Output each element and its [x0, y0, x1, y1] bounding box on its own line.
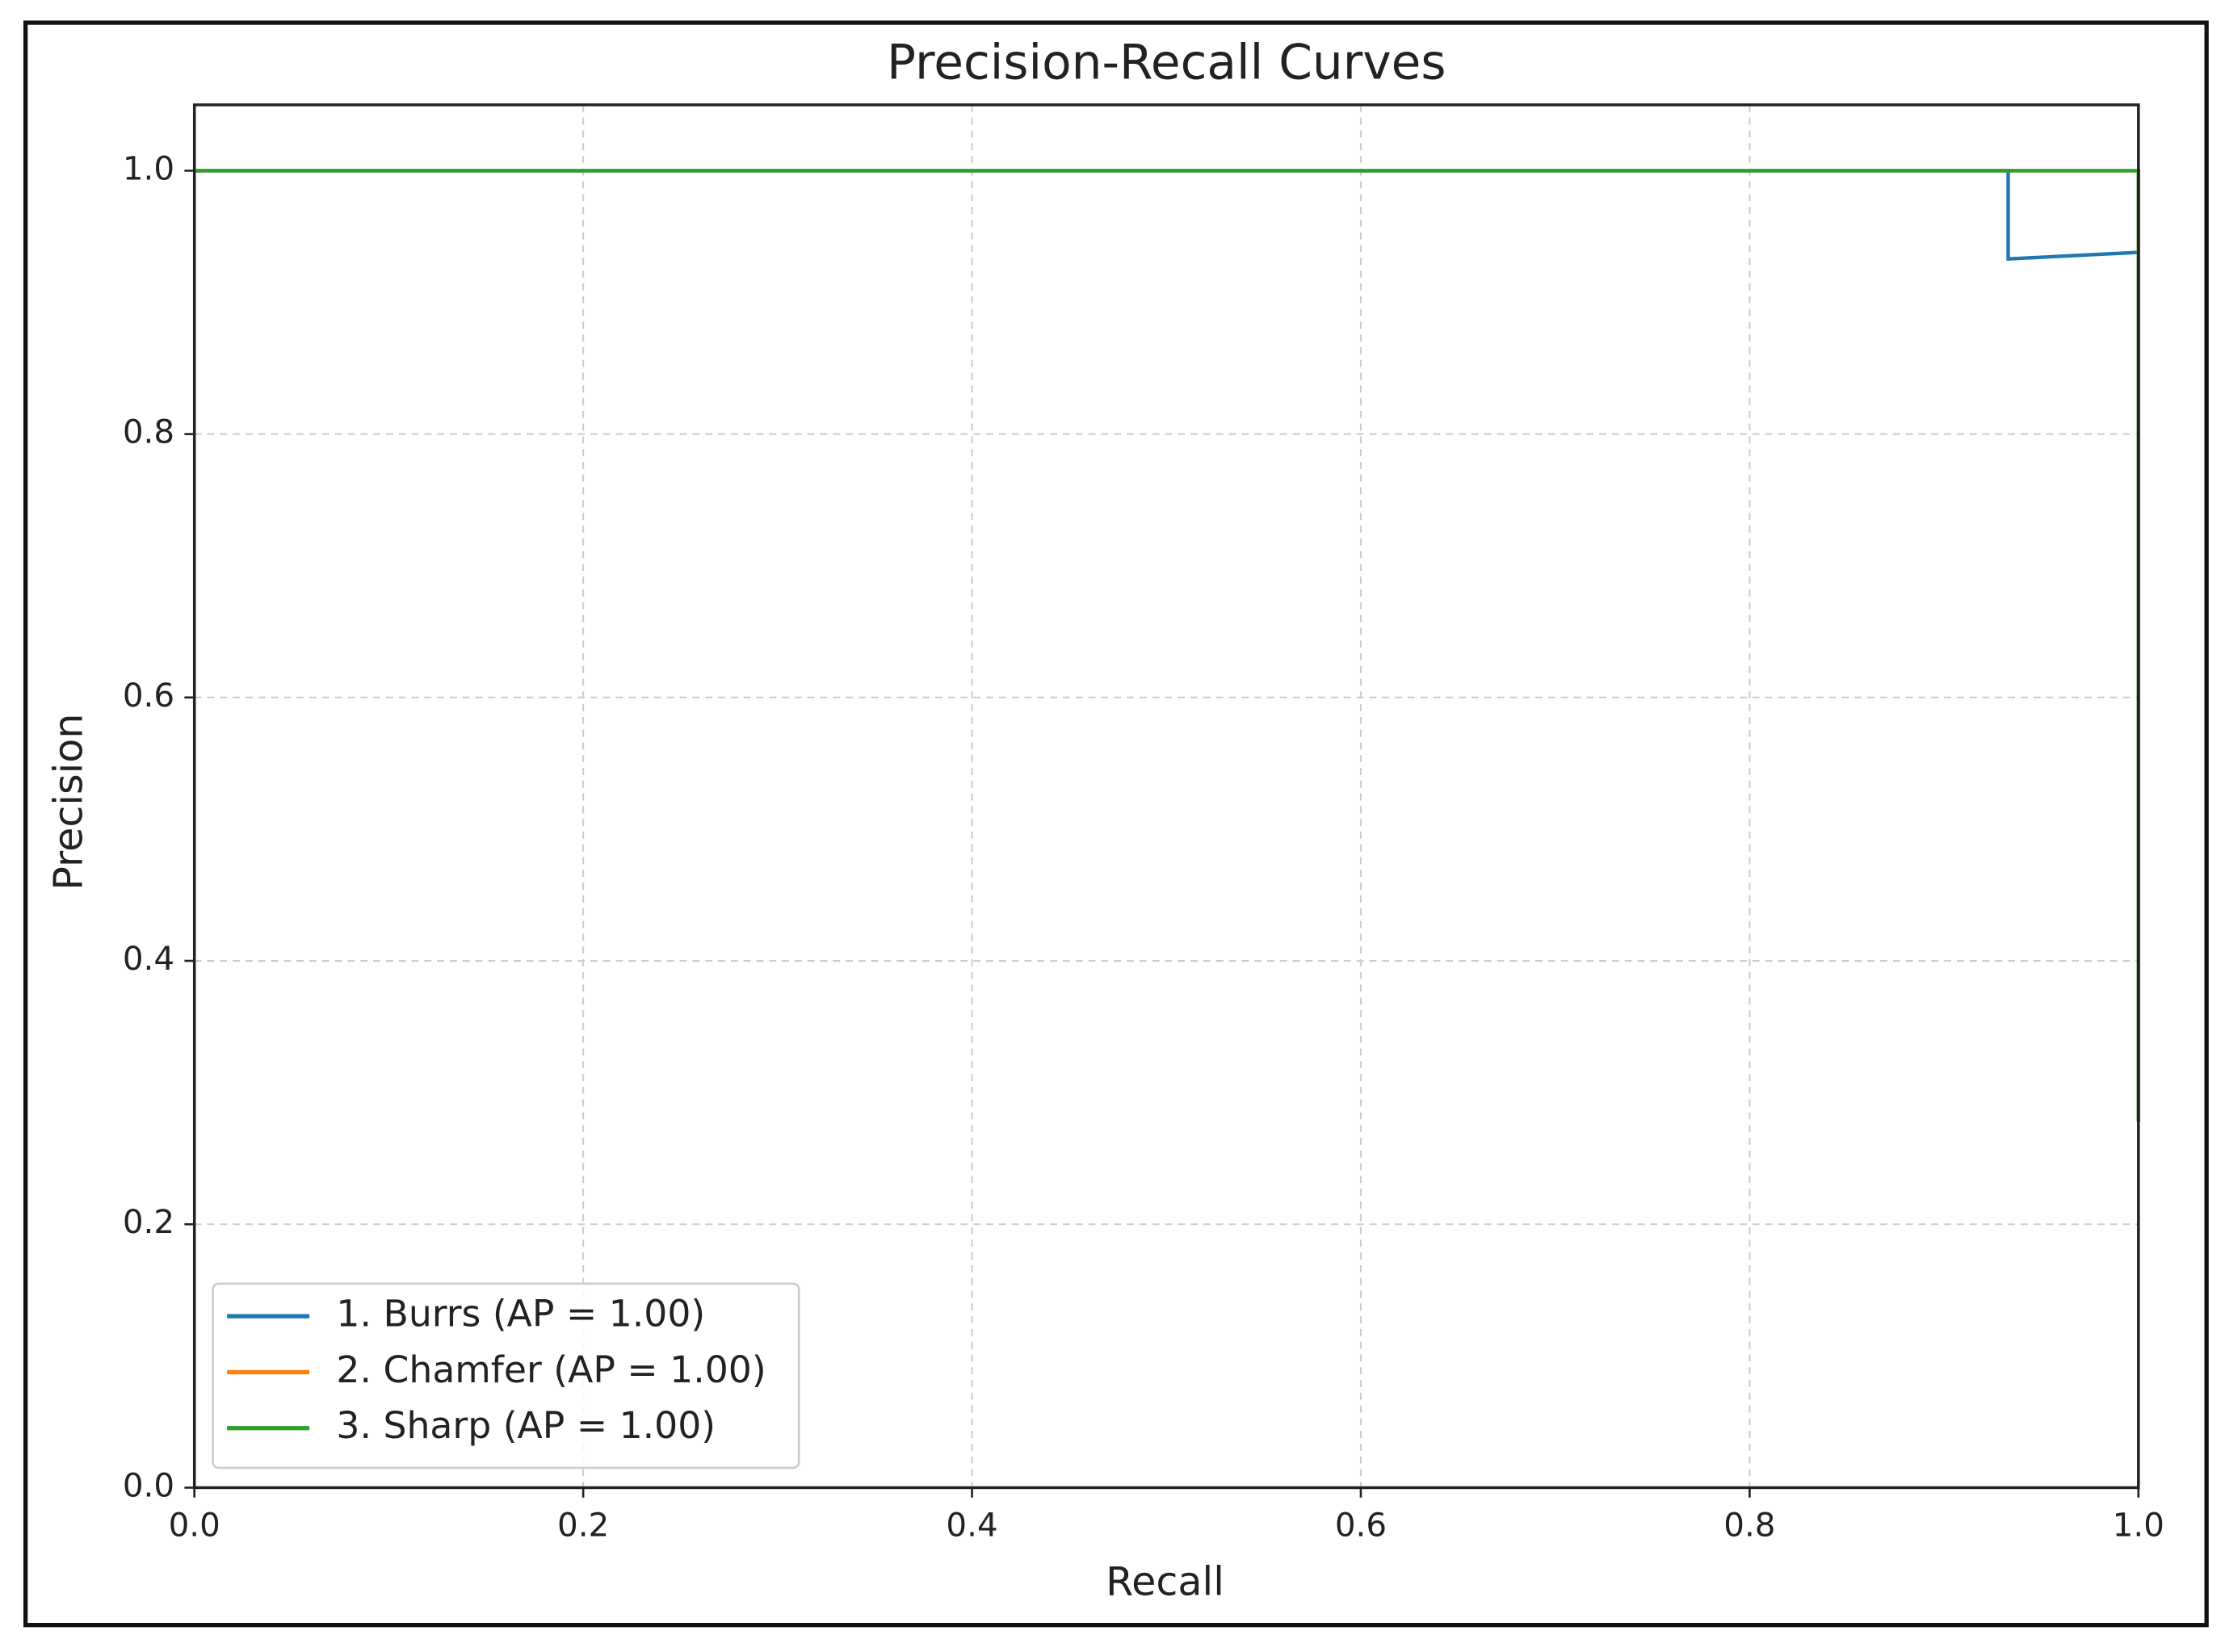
axes-frame [192, 103, 2140, 1490]
x-tick-label: 0.0 [169, 1507, 220, 1545]
x-tick-label: 0.6 [1335, 1507, 1387, 1545]
y-tick-label: 0.4 [123, 940, 174, 978]
y-tick-label: 0.8 [123, 413, 174, 451]
y-tick-label: 0.0 [123, 1466, 174, 1504]
x-axis-label: Recall [1106, 1558, 1224, 1604]
y-tick-label: 1.0 [123, 149, 174, 187]
x-tick-label: 0.8 [1723, 1507, 1775, 1545]
x-tick-label: 0.2 [557, 1507, 609, 1545]
legend-box [212, 1282, 800, 1470]
legend-label: 3. Sharp (AP = 1.00) [336, 1404, 716, 1447]
legend-label: 2. Chamfer (AP = 1.00) [336, 1348, 766, 1391]
y-tick-label: 0.6 [123, 677, 174, 715]
x-tick-label: 1.0 [2113, 1507, 2164, 1545]
x-tick-label: 0.4 [946, 1507, 997, 1545]
legend-label: 1. Burrs (AP = 1.00) [336, 1293, 705, 1335]
y-tick-label: 0.2 [123, 1203, 174, 1241]
legend: 1. Burrs (AP = 1.00) 2. Chamfer (AP = 1.0… [212, 1282, 800, 1470]
ticks: 0.0 0.2 0.4 0.6 0.8 1.0 0.0 0.2 0.4 0.6 0.8 1.0 [123, 149, 2164, 1544]
chart-title: Precision-Recall Curves [887, 35, 1446, 90]
y-axis-label: Precision [44, 714, 91, 891]
